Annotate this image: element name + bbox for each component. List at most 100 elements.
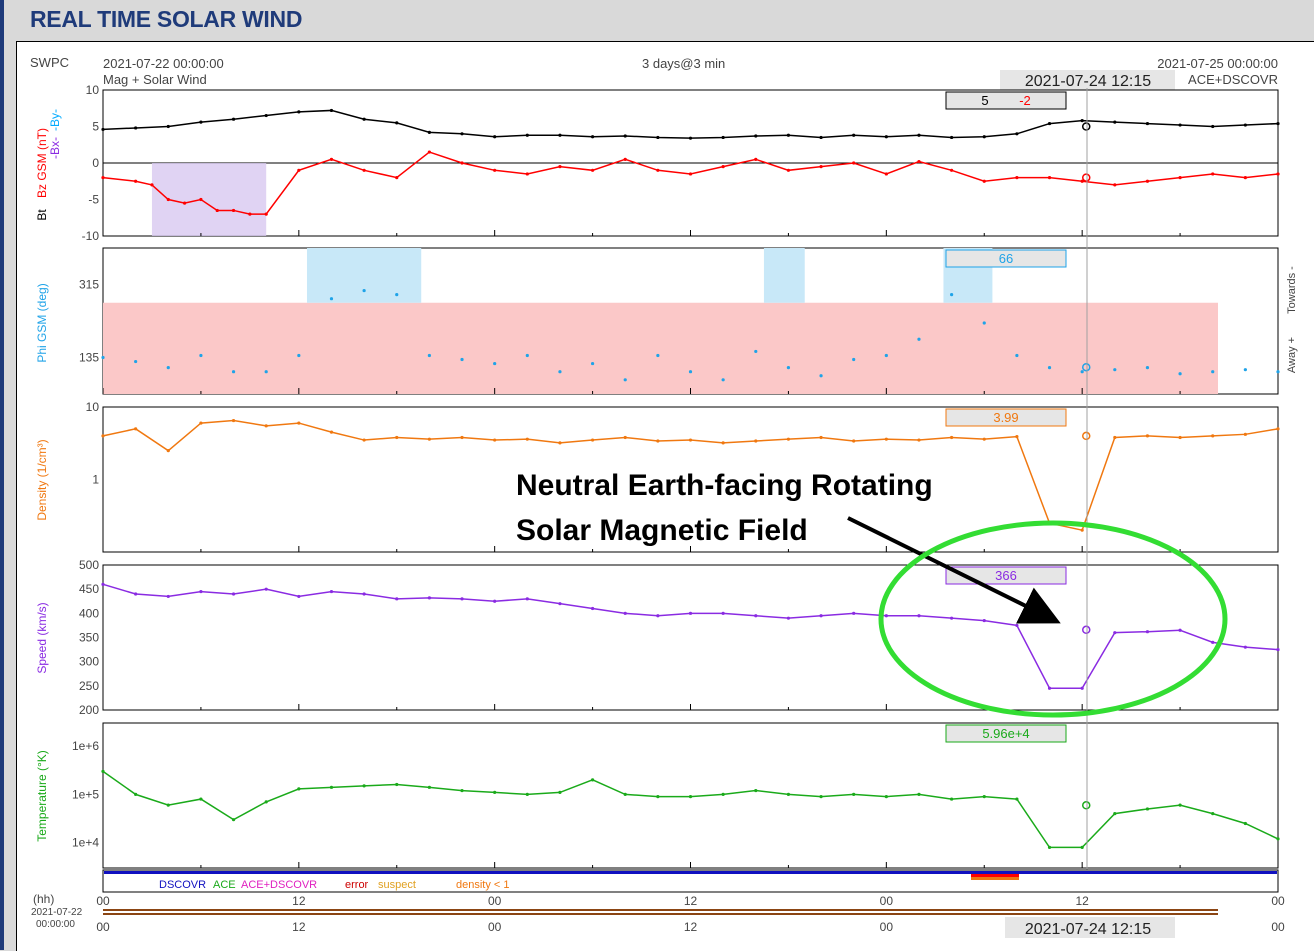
temperature-point [1015,797,1019,801]
cursor-marker [1081,173,1091,182]
density-point [362,438,366,442]
bt-point [166,124,170,129]
bz-point [786,168,791,172]
cursor-marker [1081,431,1091,441]
time-ticks: 0000121200001212000012120000 [96,894,1285,934]
density-point [1080,528,1084,532]
speed-ytick: 500 [79,558,99,572]
temperature-point [1178,803,1182,807]
legend-density: density < 1 [456,879,510,891]
away-label: Away + [1286,337,1298,373]
density-point [950,435,954,440]
speed-point [786,616,791,620]
time-tick-upper: 00 [1271,894,1285,908]
temperature-line [102,770,1279,849]
cursor-time-top: 2021-07-24 12:15 [1025,73,1151,90]
speed-point [460,597,464,601]
timeline-bar-2 [103,913,1218,915]
density-point [231,418,236,423]
phi-point [1145,366,1150,370]
speed-point [1015,623,1019,628]
speed-ytick: 450 [79,582,99,596]
phi-point [1015,353,1019,358]
speed-ytick: 300 [79,655,99,669]
phi-point [362,288,366,293]
phi-point [1080,370,1084,374]
density-point [819,435,823,440]
temperature-ylabel: Temperature (°K) [35,750,49,842]
density-point [1276,427,1280,431]
speed-point [166,594,170,599]
density-point [1145,434,1150,438]
density-point [656,439,660,443]
source-label: SWPC [30,55,69,70]
speed-point [1080,686,1084,690]
cursor-time-bottom: 2021-07-24 12:15 [1025,921,1151,938]
density-point [884,437,888,441]
density-point [395,435,399,440]
timeline-bar-1 [103,909,1218,911]
bt-point [493,135,497,139]
bt-point [884,135,888,139]
density-readout-box [945,408,1067,427]
span-label: 3 days@3 min [642,56,725,71]
bt-point [819,135,823,140]
bz-point [248,212,252,216]
legend-ace: ACE [213,879,236,891]
bz-point [950,168,954,172]
time-tick-upper: 12 [292,894,306,908]
bt-point [395,121,399,125]
density-readout: 3.99 [993,410,1018,425]
phi-readout-box [945,249,1067,268]
bz-point [1211,172,1215,176]
bt-point [134,126,138,130]
temperature-point [1113,812,1117,816]
speed-point [493,599,497,603]
density-point [688,438,693,442]
temperature-point [231,818,236,822]
time-axis-label: (hh) [33,892,54,906]
density-point [852,439,856,443]
phi-point [264,370,268,374]
phi-point [395,293,399,297]
bz-point [721,165,725,169]
bt-point [1145,121,1150,126]
bz-point [1015,176,1019,180]
phi-point [558,370,562,374]
speed-point [134,592,138,596]
highlight-ellipse [878,520,1228,718]
temperature-point [264,800,268,804]
bt-point [362,117,366,121]
temperature-point [623,792,627,796]
speed-point [819,614,823,618]
temperature-point [819,795,823,799]
bt-point [754,134,758,138]
start-time: 2021-07-22 00:00:00 [103,56,224,71]
temperature-point [134,792,138,796]
time-tick-lower: 12 [684,920,698,934]
bz-label: Bz GSM (nT) [35,128,49,198]
cursor-time-box-top [1000,70,1175,90]
bt-point [1047,121,1052,126]
bt-point [1211,124,1215,129]
density-point [101,434,105,438]
phi-point [525,353,529,358]
phi-ytick: 315 [79,278,99,292]
towards-label: Towards - [1286,266,1298,314]
phi-point [884,353,888,358]
bz-point [166,197,170,202]
speed-point [623,611,627,615]
bz-point [917,159,921,164]
error-strip-bar [971,874,1019,877]
speed-point [1113,631,1117,635]
towards-band [306,248,422,303]
temperature-point [101,769,105,773]
bz-point [362,168,366,172]
bt-point [721,135,725,140]
bt-point [786,133,791,137]
phi-point [917,337,921,341]
bx-label: -Bx- [48,137,62,159]
phi-point [1276,370,1280,374]
bt-readout: 5 [981,93,988,108]
cursor-marker [1081,801,1091,810]
